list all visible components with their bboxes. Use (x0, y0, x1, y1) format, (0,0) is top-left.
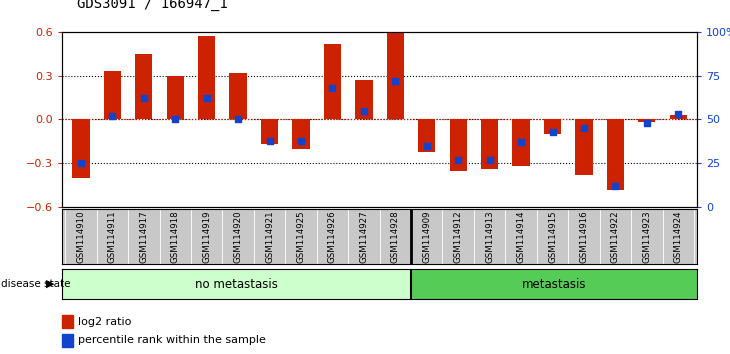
Point (453, 157, 464, 162)
Point (672, 112, 684, 117)
Text: GSM114918: GSM114918 (171, 211, 180, 263)
Bar (575, 120, 593, 175)
Text: GSM114922: GSM114922 (611, 211, 620, 263)
Bar (62, 269, 412, 299)
Point (484, 157, 496, 162)
Bar (324, 44, 341, 120)
Bar (669, 115, 687, 120)
Text: GSM114917: GSM114917 (139, 211, 148, 263)
Text: GSM114923: GSM114923 (642, 211, 651, 263)
Bar (62, 334, 73, 347)
Bar (229, 73, 247, 120)
Text: GSM114926: GSM114926 (328, 211, 337, 263)
Text: GSM114925: GSM114925 (296, 211, 305, 263)
Point (232, 117, 244, 122)
Text: GSM114911: GSM114911 (108, 211, 117, 263)
Text: GDS3091 / 166947_1: GDS3091 / 166947_1 (77, 0, 228, 11)
Text: GSM114913: GSM114913 (485, 211, 494, 263)
Point (578, 125, 590, 131)
Bar (72, 120, 90, 178)
Point (107, 113, 118, 119)
Text: GSM114920: GSM114920 (234, 211, 242, 263)
Point (264, 138, 275, 143)
Text: GSM114927: GSM114927 (359, 211, 369, 263)
Point (515, 139, 527, 145)
Bar (607, 120, 624, 190)
Bar (512, 120, 530, 166)
Point (169, 117, 181, 122)
Bar (292, 120, 310, 149)
Bar (166, 76, 184, 120)
Text: log2 ratio: log2 ratio (78, 316, 131, 327)
Bar (418, 120, 435, 152)
Text: GSM114924: GSM114924 (674, 211, 683, 263)
Bar (104, 71, 121, 120)
Point (641, 120, 653, 126)
Bar (261, 120, 278, 144)
Point (610, 183, 621, 189)
Text: GSM114912: GSM114912 (454, 211, 463, 263)
Text: no metastasis: no metastasis (195, 278, 278, 291)
Text: GSM114909: GSM114909 (422, 211, 431, 263)
Bar (544, 120, 561, 134)
Point (326, 85, 338, 91)
Bar (62, 315, 73, 328)
Bar (198, 36, 215, 120)
Bar (356, 80, 372, 120)
Bar (135, 54, 153, 120)
Text: GSM114916: GSM114916 (580, 211, 588, 263)
Bar (481, 120, 499, 169)
Text: GSM114921: GSM114921 (265, 211, 274, 263)
Text: GSM114915: GSM114915 (548, 211, 557, 263)
Bar (450, 120, 467, 171)
Text: GSM114928: GSM114928 (391, 211, 400, 263)
Point (390, 78, 402, 84)
Point (421, 143, 433, 149)
Text: ▶: ▶ (46, 279, 55, 289)
Bar (412, 269, 697, 299)
Point (75, 160, 87, 166)
Point (201, 96, 212, 101)
Bar (387, 33, 404, 120)
Text: disease state: disease state (1, 279, 70, 289)
Text: metastasis: metastasis (522, 278, 586, 291)
Bar (638, 120, 656, 122)
Text: GSM114919: GSM114919 (202, 211, 211, 263)
Text: percentile rank within the sample: percentile rank within the sample (78, 335, 266, 346)
Text: GSM114910: GSM114910 (77, 211, 85, 263)
Text: GSM114914: GSM114914 (517, 211, 526, 263)
Point (358, 108, 369, 114)
Point (295, 138, 307, 143)
Point (547, 129, 558, 135)
Point (138, 96, 150, 101)
